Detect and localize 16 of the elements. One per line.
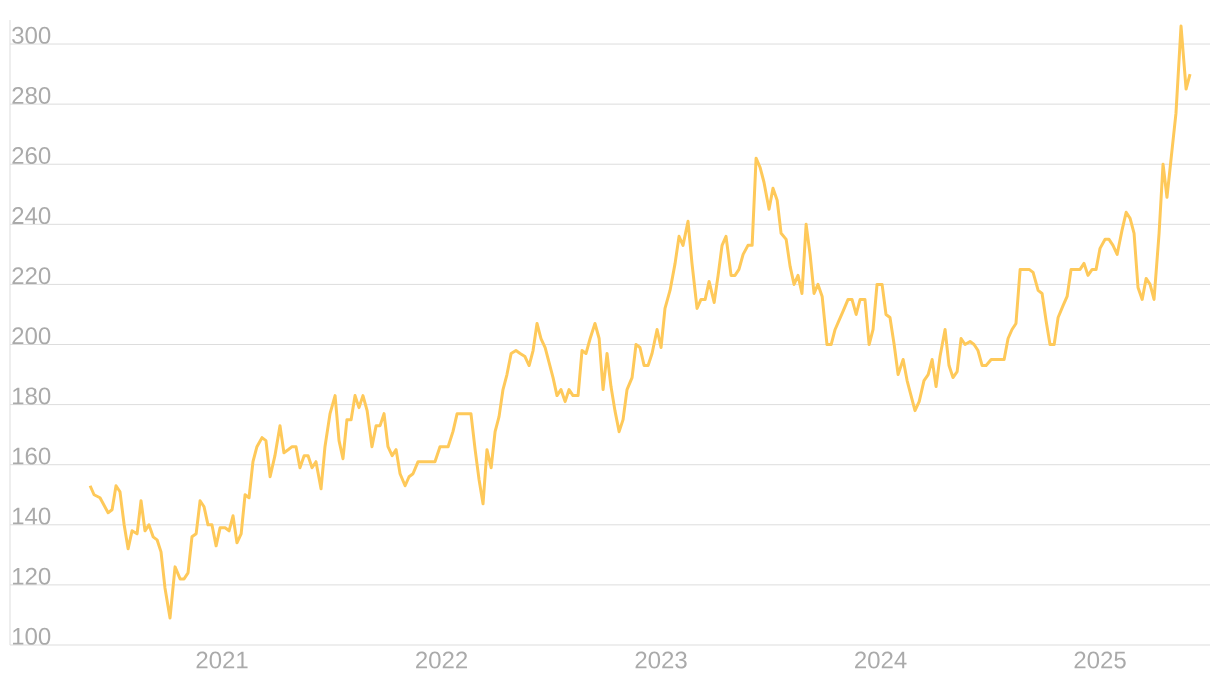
y-tick-label: 220: [12, 267, 51, 285]
y-tick-label: 280: [12, 86, 51, 104]
y-tick-label: 200: [12, 327, 51, 345]
y-tick-label: 300: [12, 26, 51, 44]
y-tick-label: 120: [13, 567, 51, 585]
x-tick-label: 2024: [855, 651, 907, 669]
x-tick-label: 2022: [416, 651, 468, 669]
y-tick-label: 160: [13, 447, 51, 465]
x-tick-label: 2025: [1074, 651, 1126, 669]
x-tick-label: 2021: [196, 651, 248, 669]
x-tick-label: 2023: [635, 651, 687, 669]
y-tick-label: 100: [13, 627, 51, 645]
y-tick-label: 260: [12, 147, 51, 165]
y-tick-label: 140: [13, 507, 51, 525]
y-tick-label: 240: [12, 207, 51, 225]
y-tick-label: 180: [13, 387, 51, 405]
